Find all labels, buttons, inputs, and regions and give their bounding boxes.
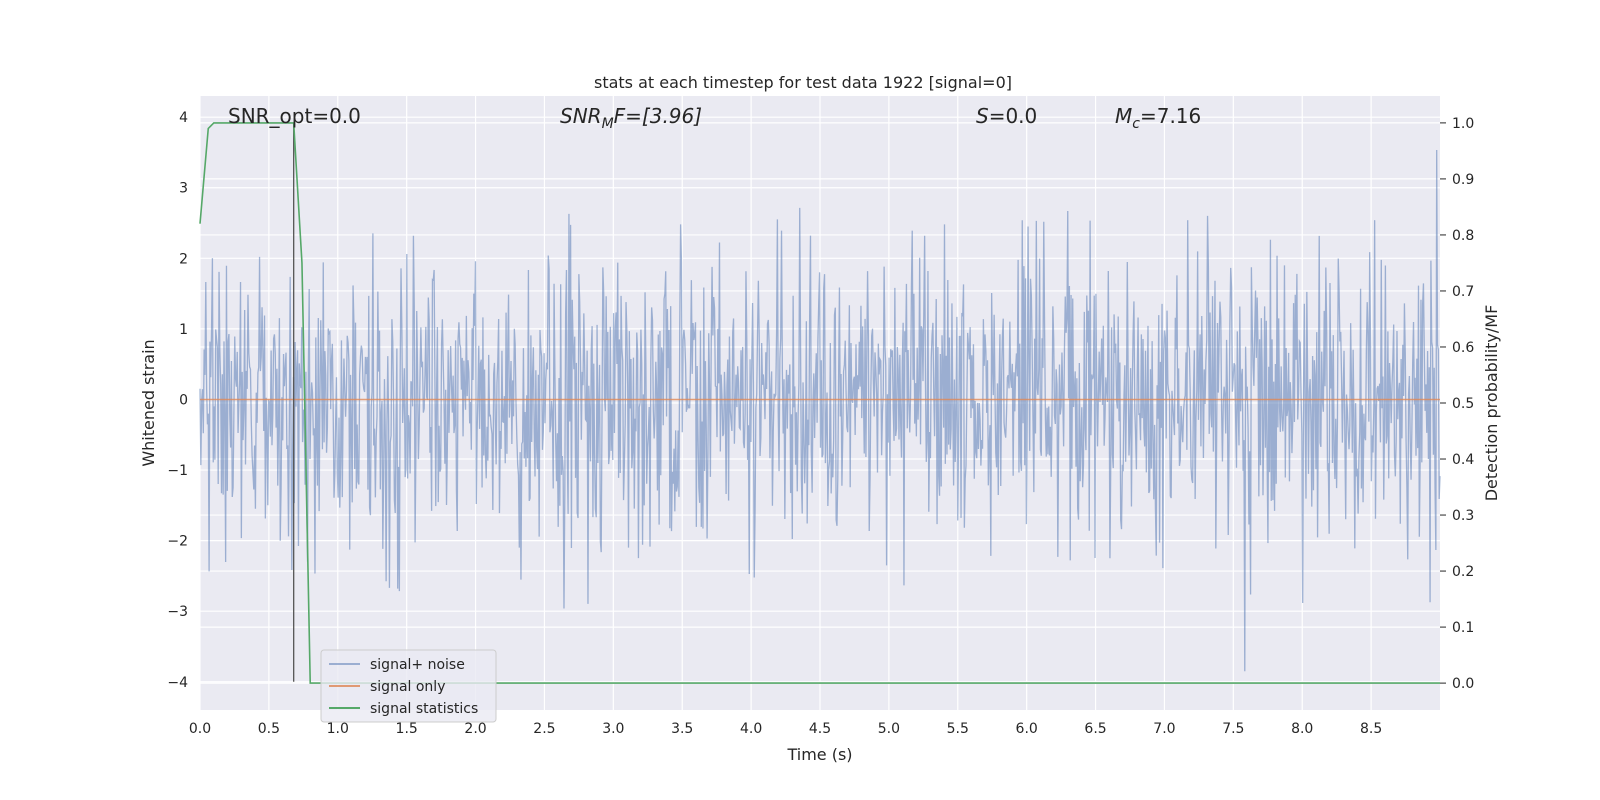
annotation-mc-symbol: M <box>1115 104 1132 128</box>
y-tick-label: 2 <box>179 251 188 267</box>
right-tick-label: 0.0 <box>1452 676 1474 692</box>
x-tick-label: 4.0 <box>740 721 762 737</box>
right-tick-label: 0.8 <box>1452 228 1474 244</box>
legend: signal+ noise signal only signal statist… <box>320 649 497 723</box>
right-tick-labels: 1.0 0.9 0.8 0.7 0.6 0.5 0.4 0.3 0.2 0.1 0.0 <box>1440 116 1474 692</box>
annotation-snr-mf-symbol: SNR <box>560 104 602 128</box>
annotation-snr-mf-rest: F=[3.96] <box>614 104 702 128</box>
x-tick-label: 1.0 <box>327 721 349 737</box>
annotation-snr-opt: SNR_opt=0.0 <box>228 104 361 128</box>
annotation-mc-value: =7.16 <box>1140 104 1201 128</box>
y-tick-label: 0 <box>179 392 188 408</box>
legend-label-signal-noise: signal+ noise <box>370 657 465 673</box>
right-tick-label: 0.1 <box>1452 620 1474 636</box>
annotation-snr-mf-subscript: M <box>602 116 614 132</box>
x-tick-label: 3.5 <box>671 721 693 737</box>
x-tick-label: 5.0 <box>878 721 900 737</box>
annotation-s-value: =0.0 <box>989 104 1038 128</box>
x-tick-label: 6.0 <box>1016 721 1038 737</box>
annotation-mc-subscript: c <box>1132 116 1140 132</box>
y-tick-label: −3 <box>167 604 188 620</box>
series-signal-noise <box>199 150 1441 672</box>
y-tick-label: −1 <box>167 463 188 479</box>
annotation-snr-mf: SNRMF=[3.96] <box>560 104 702 132</box>
right-tick-label: 0.9 <box>1452 172 1474 188</box>
annotation-s: S=0.0 <box>976 104 1037 128</box>
x-tick-label: 6.5 <box>1084 721 1106 737</box>
y-tick-label: 1 <box>179 322 188 338</box>
y-tick-labels: 4 3 2 1 0 −1 −2 −3 −4 <box>167 110 188 691</box>
right-tick-label: 0.5 <box>1452 396 1474 412</box>
annotation-mc: Mc=7.16 <box>1115 104 1201 132</box>
x-tick-label: 2.5 <box>533 721 555 737</box>
x-axis-label: Time (s) <box>786 745 852 764</box>
legend-label-signal-statistics: signal statistics <box>370 701 478 717</box>
legend-box <box>320 649 497 723</box>
x-tick-label: 3.0 <box>602 721 624 737</box>
legend-label-signal-only: signal only <box>370 679 445 695</box>
x-tick-label: 0.5 <box>258 721 280 737</box>
x-tick-label: 1.5 <box>396 721 418 737</box>
y-tick-label: −4 <box>167 675 188 691</box>
y-tick-label: −2 <box>167 534 188 550</box>
right-tick-label: 0.7 <box>1452 284 1474 300</box>
right-tick-label: 1.0 <box>1452 116 1474 132</box>
y-axis-label: Whitened strain <box>139 339 158 466</box>
annotation-s-symbol: S <box>976 104 989 128</box>
x-tick-label: 7.5 <box>1222 721 1244 737</box>
signal-noise-line <box>199 150 1441 672</box>
right-tick-label: 0.6 <box>1452 340 1474 356</box>
right-tick-label: 0.4 <box>1452 452 1474 468</box>
x-tick-labels: 0.0 0.5 1.0 1.5 2.0 2.5 3.0 3.5 4.0 4.5 5.0 5.5 6.0 6… <box>189 721 1382 737</box>
right-tick-label: 0.3 <box>1452 508 1474 524</box>
x-tick-label: 4.5 <box>809 721 831 737</box>
right-axis-label: Detection probability/MF <box>1482 305 1501 502</box>
series-signal-statistics <box>199 122 1440 684</box>
y-tick-label: 4 <box>179 110 188 126</box>
chart-title: stats at each timestep for test data 192… <box>594 73 1012 92</box>
x-tick-label: 5.5 <box>947 721 969 737</box>
x-tick-label: 8.5 <box>1360 721 1382 737</box>
y-tick-label: 3 <box>179 181 188 197</box>
x-tick-label: 0.0 <box>189 721 211 737</box>
x-tick-label: 2.0 <box>464 721 486 737</box>
right-tick-label: 0.2 <box>1452 564 1474 580</box>
signal-statistics-line <box>199 122 1440 684</box>
x-tick-label: 7.0 <box>1153 721 1175 737</box>
x-tick-label: 8.0 <box>1291 721 1313 737</box>
